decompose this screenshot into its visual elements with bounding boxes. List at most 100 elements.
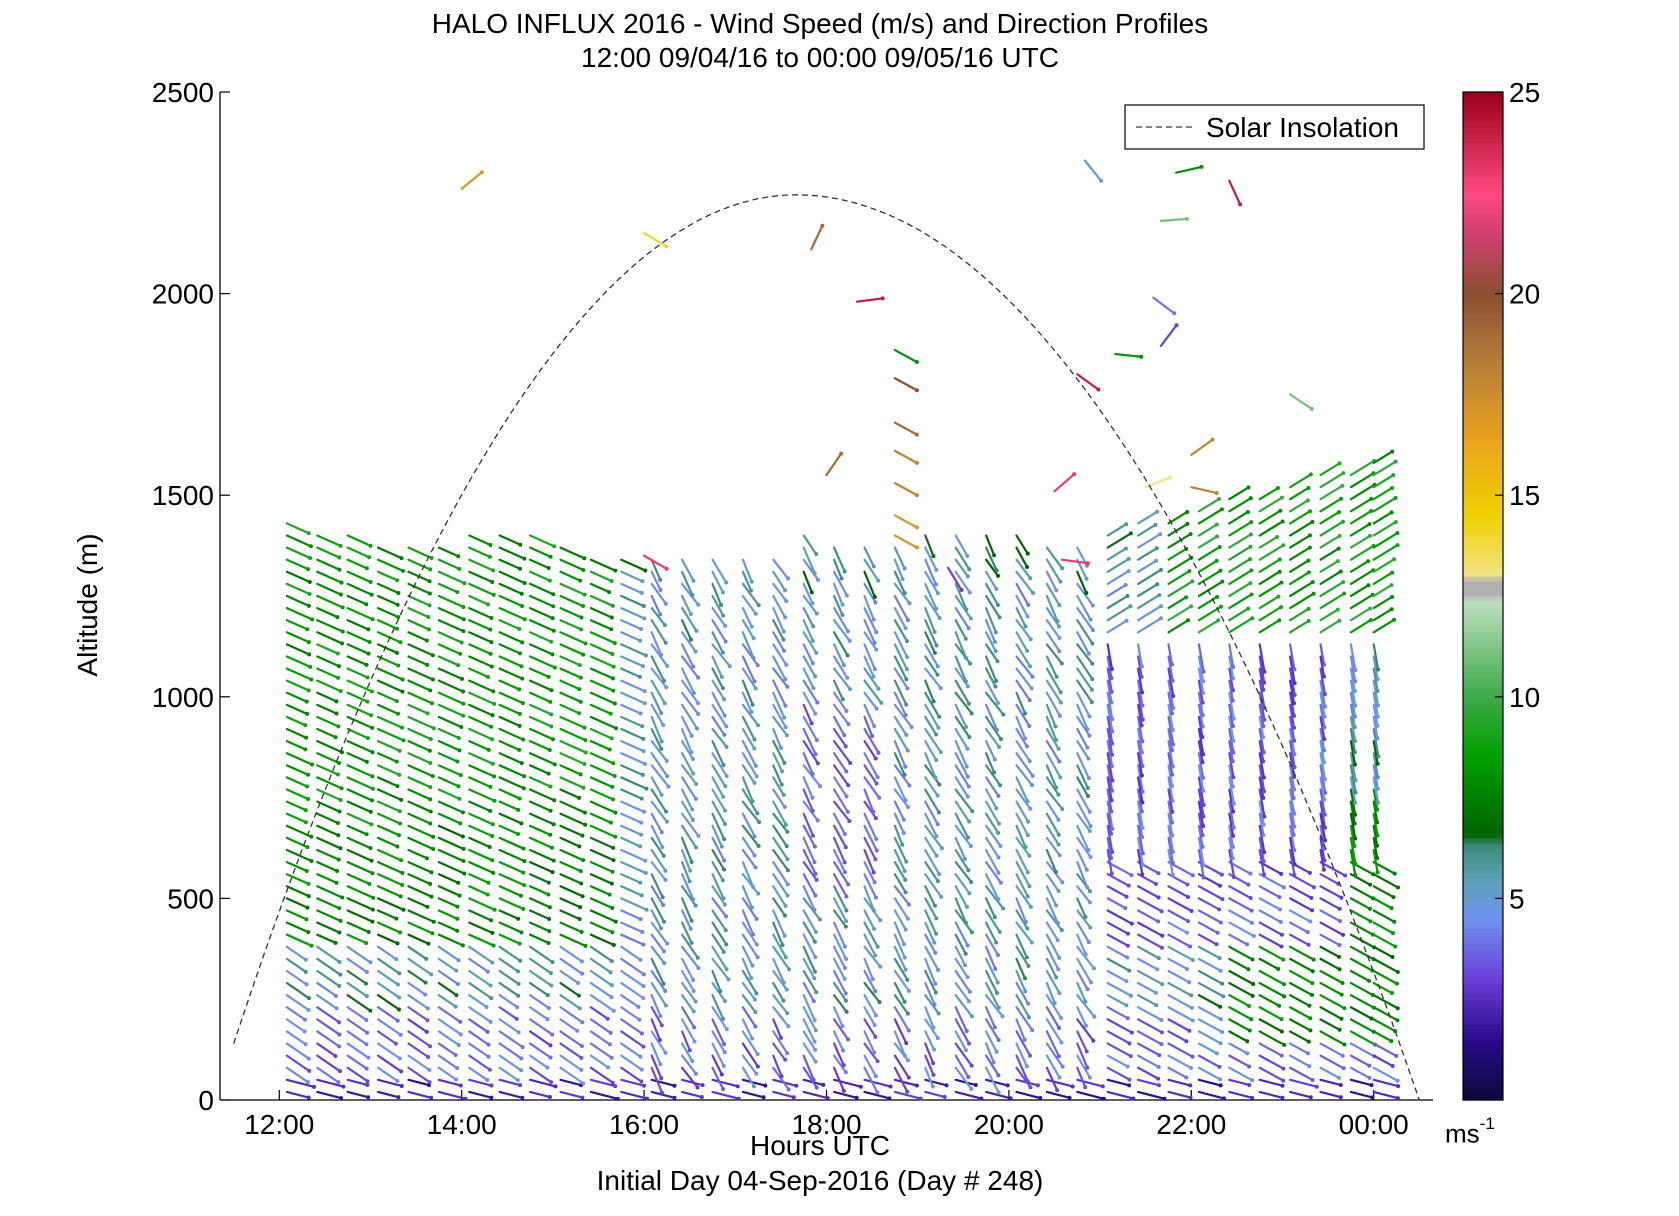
wind-vector [711, 824, 723, 848]
wind-vector-head [1323, 777, 1328, 782]
wind-vector [589, 1090, 619, 1100]
wind-vector-head [1139, 354, 1144, 359]
wind-vector-head [1025, 833, 1030, 838]
wind-vector [893, 594, 910, 622]
wind-vector-head [364, 832, 369, 837]
wind-vector-head [550, 870, 555, 875]
wind-vector-head [522, 774, 527, 779]
wind-vector-head [395, 982, 400, 987]
colorbar-segment [1463, 903, 1503, 910]
wind-vector-head [907, 601, 912, 606]
wind-vector [1228, 703, 1235, 728]
wind-vector [802, 752, 814, 776]
wind-vector [559, 1054, 583, 1071]
wind-vector-head [1281, 1066, 1286, 1071]
wind-vector [1228, 715, 1235, 742]
wind-vector-head [1030, 783, 1035, 788]
wind-vector-head [427, 748, 432, 753]
wind-vector-head [936, 810, 941, 815]
wind-vector [1372, 558, 1396, 573]
wind-vector [711, 655, 724, 679]
wind-vector [1258, 667, 1265, 691]
wind-vector-head [1159, 567, 1164, 572]
wind-vector-head [305, 627, 310, 632]
wind-vector [620, 1018, 644, 1035]
wind-vector [1137, 727, 1144, 754]
wind-vector [1197, 619, 1220, 634]
wind-vector [498, 643, 522, 655]
wind-vector [589, 691, 616, 705]
wind-vector [376, 631, 402, 644]
colorbar-segment [1463, 132, 1503, 138]
wind-vector-head [515, 1078, 520, 1083]
wind-vector [1045, 848, 1058, 874]
wind-vector-head [1335, 607, 1340, 612]
wind-vector-head [693, 903, 698, 908]
wind-vector [316, 994, 338, 1010]
wind-vector [650, 582, 667, 605]
wind-vector [833, 969, 847, 995]
wind-vector-head [1170, 809, 1175, 814]
wind-vector [620, 715, 644, 728]
wind-vector [680, 1030, 691, 1052]
wind-vector-head [1340, 519, 1345, 524]
wind-vector [620, 1078, 646, 1087]
wind-vector [642, 554, 668, 570]
wind-vector [376, 752, 398, 763]
wind-vector-head [519, 1068, 524, 1073]
wind-vector [346, 812, 373, 826]
wind-vector-head [579, 930, 584, 935]
wind-vector [1319, 643, 1326, 666]
wind-vector-head [333, 1053, 338, 1058]
wind-vector [924, 873, 943, 898]
wind-vector-head [337, 984, 342, 989]
wind-vector-head [1292, 681, 1297, 686]
wind-vector [772, 619, 785, 641]
wind-vector [1106, 921, 1130, 935]
wind-vector [650, 812, 663, 834]
wind-vector-head [518, 542, 523, 547]
wind-vector-head [309, 859, 314, 864]
colorbar-segment [1463, 686, 1503, 693]
wind-vector-head [1278, 508, 1283, 513]
wind-vector [985, 994, 1004, 1018]
wind-vector-head [993, 630, 998, 635]
wind-vector [863, 981, 881, 1004]
wind-vector-head [365, 1082, 370, 1087]
wind-vector [316, 1090, 343, 1100]
wind-vector [376, 570, 399, 582]
wind-vector-head [364, 1066, 369, 1071]
wind-vector-head [579, 1044, 584, 1049]
colorbar-segment [1463, 984, 1503, 990]
wind-vector-head [335, 868, 340, 873]
wind-vector [316, 873, 338, 884]
wind-vector [1197, 1030, 1222, 1045]
wind-vector [589, 570, 613, 583]
wind-vector-head [366, 1095, 371, 1100]
wind-vector [893, 1078, 918, 1087]
wind-vector-head [1250, 1095, 1255, 1100]
wind-vector-head [1030, 1028, 1035, 1033]
wind-vector-head [1306, 570, 1311, 575]
wind-vector-head [1171, 693, 1176, 698]
wind-vector-head [1311, 957, 1316, 962]
wind-vector [1349, 1006, 1373, 1020]
wind-vector-head [965, 943, 970, 948]
wind-vector [985, 594, 1001, 619]
wind-vector [863, 1090, 891, 1100]
wind-vector [498, 606, 526, 621]
wind-vector [650, 933, 666, 953]
wind-vector [407, 619, 431, 631]
wind-vector [1349, 703, 1356, 729]
wind-vector-head [1023, 736, 1028, 741]
wind-vector-head [1054, 785, 1059, 790]
wind-vector-head [815, 761, 820, 766]
wind-vector-head [782, 805, 787, 810]
wind-vector-head [400, 725, 405, 730]
colorbar-segment [1463, 948, 1503, 955]
wind-vector-head [1084, 1049, 1089, 1054]
wind-vector-head [783, 1057, 788, 1062]
wind-vector-head [841, 663, 846, 668]
wind-vector-head [1084, 867, 1089, 872]
wind-vector-head [661, 919, 666, 924]
